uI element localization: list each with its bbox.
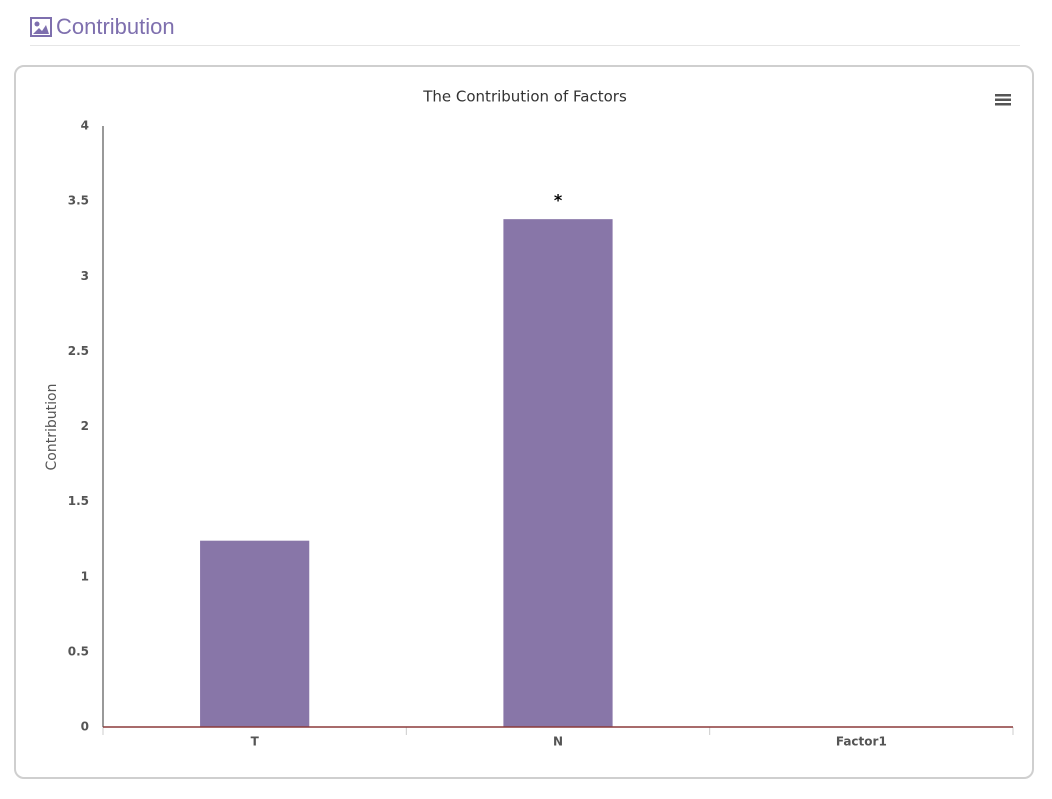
- x-tick-label: Factor1: [836, 735, 887, 749]
- menu-icon[interactable]: [995, 94, 1011, 106]
- y-tick-label: 0: [81, 720, 89, 734]
- bar: [200, 540, 310, 727]
- x-tick-label: T: [251, 735, 260, 749]
- bar: [503, 219, 613, 727]
- y-axis-title: Contribution: [44, 384, 60, 471]
- y-tick-label: 0.5: [68, 644, 89, 658]
- bar-marker: *: [554, 191, 563, 210]
- chart-panel: [14, 65, 1034, 779]
- y-tick-label: 2.5: [68, 344, 89, 358]
- y-tick-label: 3: [81, 269, 89, 283]
- x-tick-label: N: [553, 735, 563, 749]
- image-icon: [30, 17, 52, 37]
- chart-title: The Contribution of Factors: [422, 88, 627, 106]
- y-tick-label: 1: [81, 569, 89, 583]
- y-tick-label: 1.5: [68, 494, 89, 508]
- header: Contribution: [30, 12, 175, 42]
- y-tick-label: 3.5: [68, 194, 89, 208]
- y-tick-label: 2: [81, 419, 89, 433]
- y-tick-label: 4: [81, 119, 89, 133]
- header-title: Contribution: [56, 14, 175, 39]
- divider: [30, 45, 1020, 46]
